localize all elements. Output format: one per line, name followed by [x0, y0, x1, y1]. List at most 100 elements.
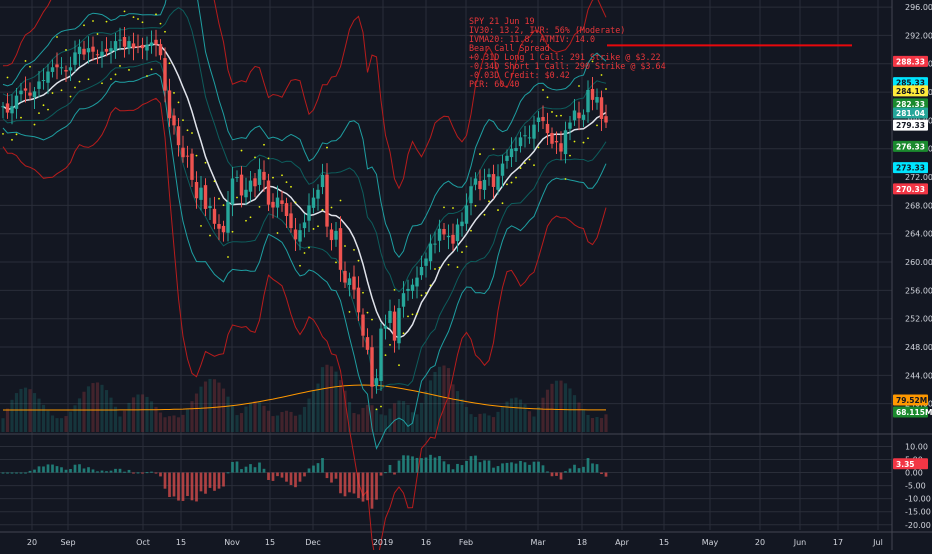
oscillator-bar: [577, 468, 581, 473]
osc-tick-label: -20.00: [905, 521, 931, 530]
candle-body: [10, 106, 14, 114]
sar-dot: [330, 206, 333, 209]
time-tick-label: 18: [577, 538, 587, 547]
sar-dot: [56, 36, 58, 38]
sar-dot: [600, 74, 603, 76]
sar-dot: [434, 268, 436, 270]
upper-outer-band: [2, 0, 607, 190]
oscillator-bar: [496, 466, 500, 473]
volume-bar: [563, 383, 568, 432]
price-label-text: 284.16: [896, 87, 925, 96]
oscillator-bar: [114, 468, 117, 473]
candle-body: [271, 201, 275, 208]
candle-body: [131, 43, 136, 49]
volume-bar: [64, 416, 68, 432]
volume-bar: [491, 417, 496, 432]
oscillator-bar: [487, 460, 491, 473]
sar-dot: [150, 68, 153, 71]
volume-bar: [131, 397, 136, 432]
candle-body: [307, 205, 311, 221]
oscillator-bar: [69, 468, 72, 473]
candle-body: [55, 64, 59, 68]
sar-dot: [515, 176, 517, 179]
time-tick-label: Nov: [224, 538, 240, 547]
time-tick-label: 20: [27, 538, 37, 547]
sar-dot: [141, 21, 144, 24]
price-label: 279.33: [893, 119, 928, 131]
candle-body: [482, 179, 487, 190]
oscillator-bar: [51, 464, 54, 473]
price-label: 288.33: [893, 55, 928, 67]
candle-body: [280, 200, 284, 204]
volume-bar: [271, 416, 275, 432]
volume-bar: [599, 418, 604, 432]
sar-dot: [200, 225, 202, 227]
volume-bar: [401, 401, 406, 432]
sar-dot: [159, 22, 162, 25]
oscillator-bar: [262, 468, 266, 473]
price-label-text: 282.33: [896, 100, 925, 109]
candle-body: [127, 41, 131, 49]
sar-dot: [24, 60, 27, 62]
sar-dot: [488, 200, 490, 203]
candle-body: [329, 229, 334, 241]
candle-body: [383, 325, 388, 329]
oscillator-bar: [217, 472, 221, 489]
candle-body: [509, 148, 514, 158]
volume-bar: [10, 399, 14, 432]
candle-body: [172, 115, 176, 126]
sar-dot: [96, 33, 99, 35]
sar-dot: [110, 78, 112, 80]
oscillator-bar: [312, 465, 315, 473]
oscillator-bar: [132, 472, 135, 474]
oscillator-bar: [559, 472, 563, 480]
annotation-line: SPY 21 Jun 19: [469, 16, 535, 26]
volume-bar: [428, 380, 433, 432]
price-tick-label: 268.00: [905, 201, 932, 210]
sar-dot: [474, 204, 477, 207]
sar-dot: [587, 137, 589, 140]
oscillator-bar: [532, 461, 536, 473]
volume-bar: [356, 414, 361, 432]
price-tick-label: 252.00: [905, 315, 932, 324]
candle-body: [374, 378, 379, 386]
oscillator-bar: [258, 462, 261, 473]
volume-bar: [370, 405, 374, 432]
oscillator-bar: [321, 458, 324, 473]
candle-body: [208, 206, 212, 208]
time-tick-label: Oct: [136, 538, 150, 547]
sar-dot: [60, 89, 63, 92]
candle-body: [487, 174, 491, 178]
sar-dot: [416, 313, 418, 315]
candle-body: [311, 197, 316, 208]
sar-dot: [2, 132, 4, 135]
price-label: 276.33: [893, 140, 928, 152]
volume-bar: [442, 365, 446, 432]
volume-bar: [55, 418, 59, 432]
candle-body: [334, 230, 338, 240]
oscillator-bar: [19, 472, 23, 474]
sar-dot: [542, 89, 544, 91]
sar-dot: [524, 162, 526, 165]
oscillator-bar: [415, 457, 419, 473]
oscillator-bar: [469, 456, 473, 473]
sar-dot: [132, 16, 135, 19]
sar-dot: [492, 148, 495, 151]
annotation-line: -0.03D Credit: $0.42: [469, 70, 570, 80]
sar-dot: [366, 311, 369, 314]
lower-inner-band: [2, 72, 607, 450]
price-tick-label: 272.00: [905, 173, 932, 182]
candle-body: [325, 174, 329, 227]
oscillator-bar: [100, 470, 104, 473]
oscillator-bar: [379, 472, 383, 476]
sar-dot: [308, 246, 310, 249]
volume-bar: [338, 380, 343, 432]
volume-bar: [77, 398, 82, 432]
candle-body: [64, 70, 68, 72]
candle-body: [419, 266, 424, 276]
candle-body: [298, 230, 302, 242]
annotation-line: PCR: 60.40: [469, 79, 519, 89]
volume-bar: [73, 405, 77, 432]
osc-label-bg: [893, 458, 928, 470]
